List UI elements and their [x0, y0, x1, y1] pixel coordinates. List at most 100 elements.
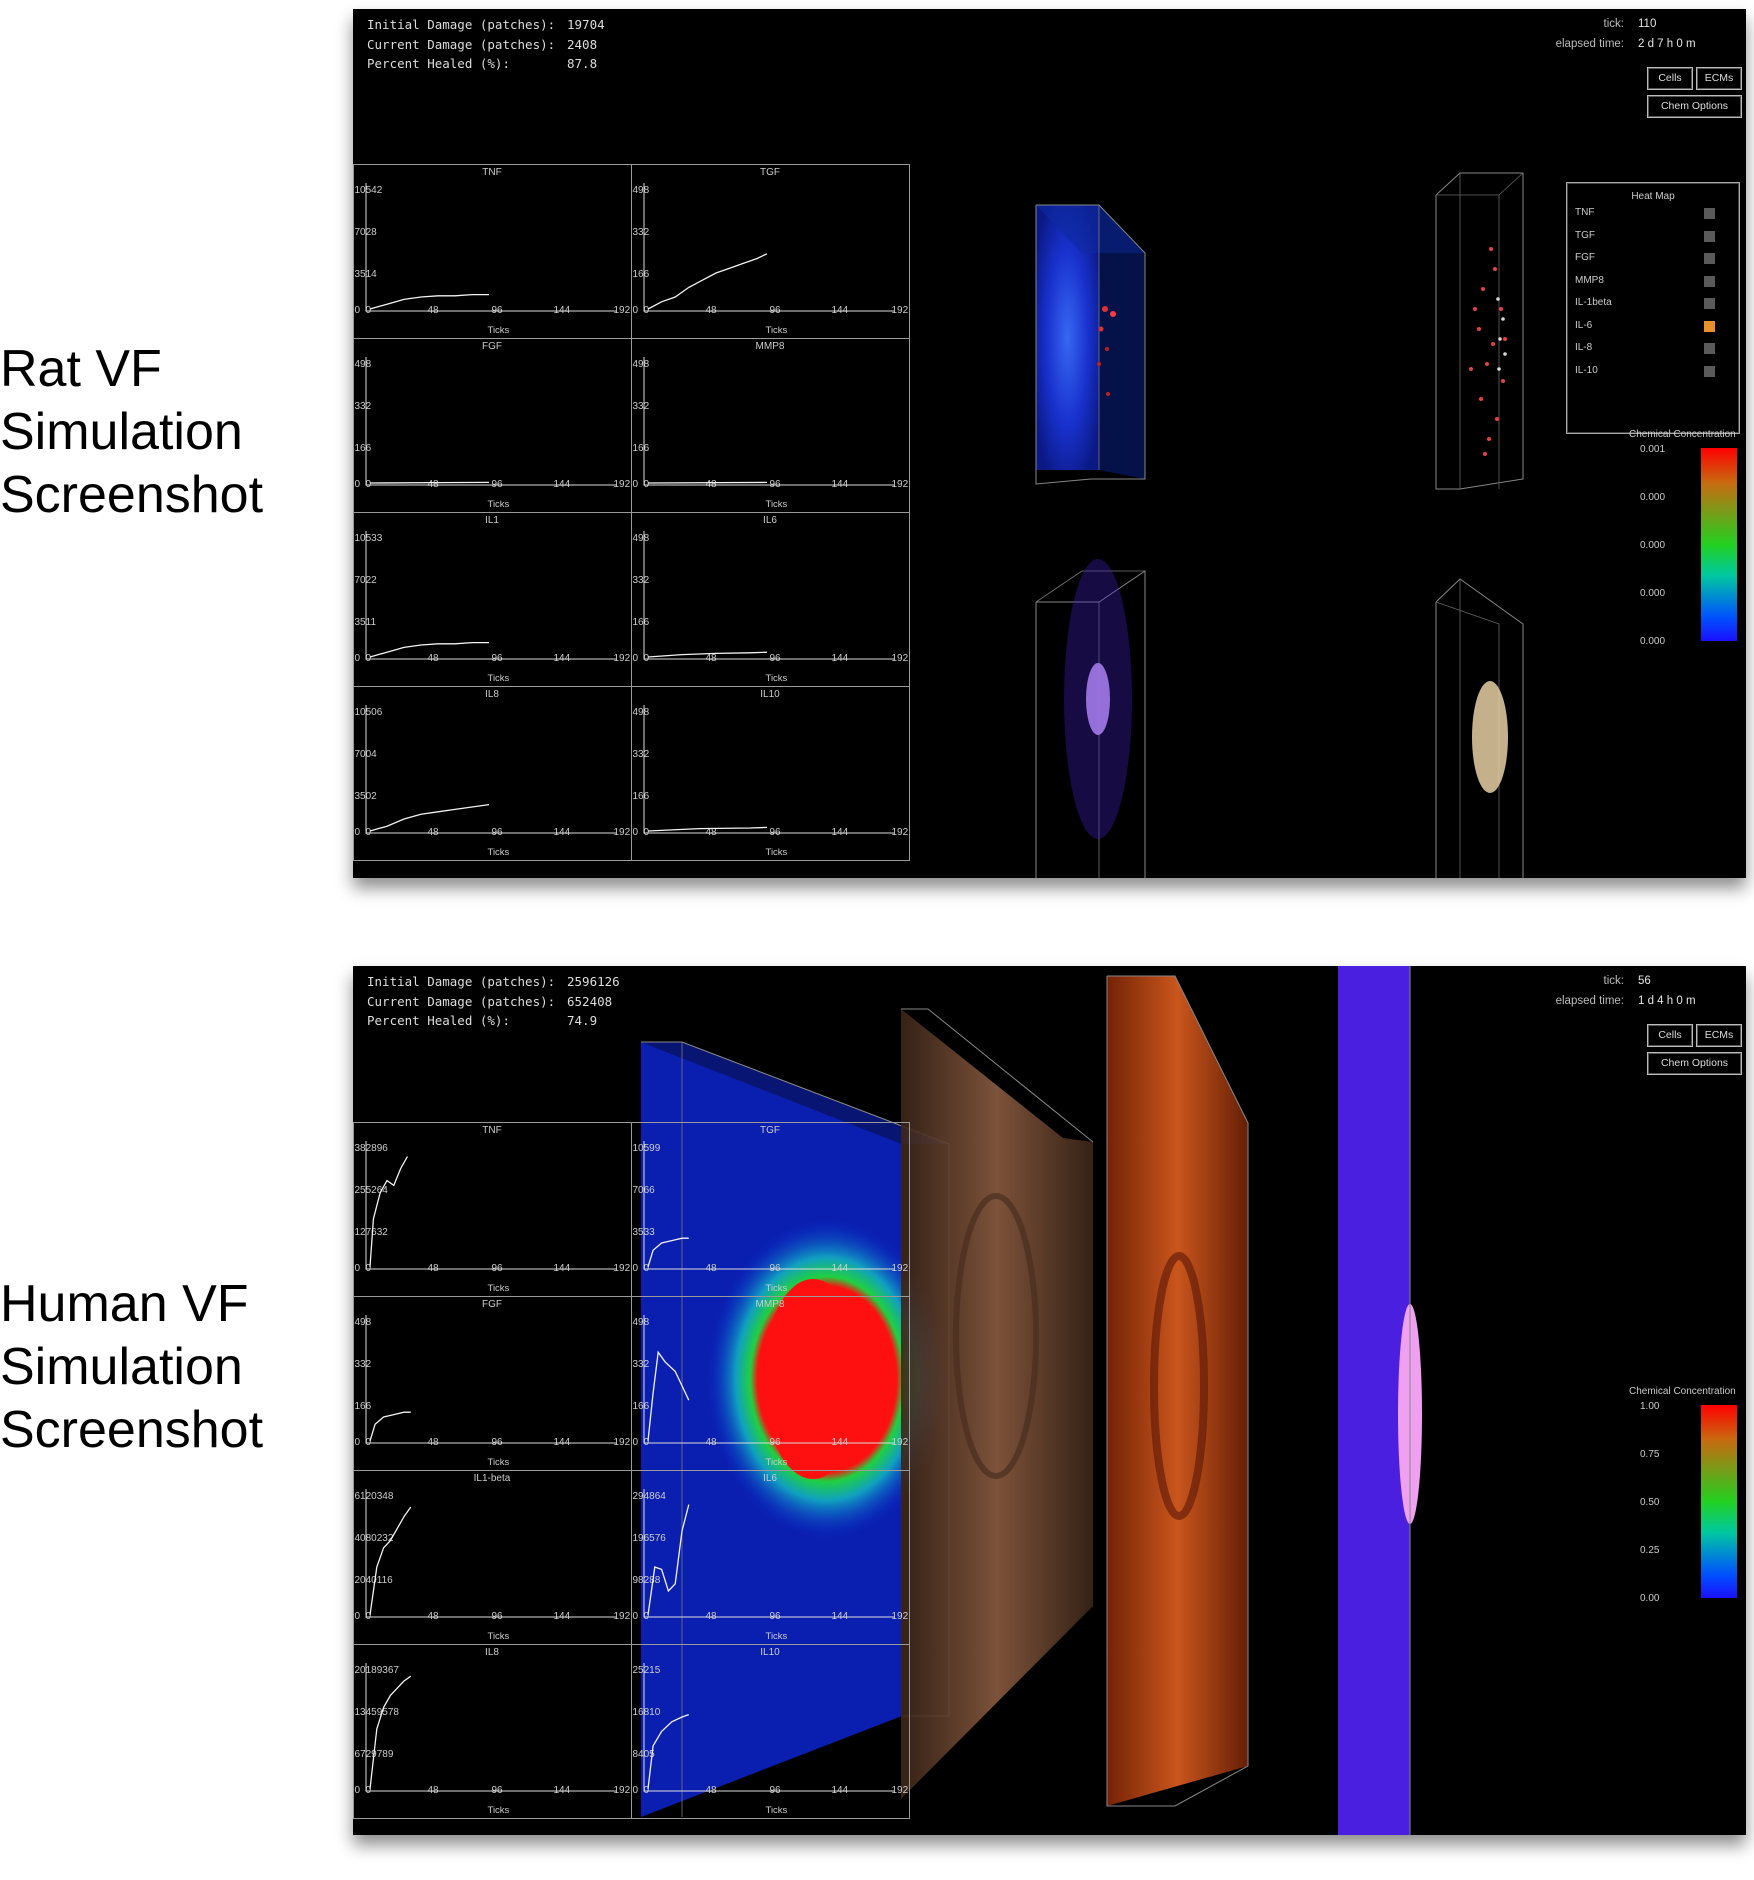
graph-tgf: TGF 498 332 166 0 0 48 96 144 192 Ticks	[630, 163, 910, 339]
x-axis-label: Ticks	[487, 1804, 510, 1816]
graph-il10: IL10 498 332 166 0 0 48 96 144 192 Ticks	[630, 685, 910, 861]
cells-button[interactable]: Cells	[1647, 67, 1693, 90]
y-tick-label: 166	[632, 1400, 650, 1412]
x-tick-label: 192	[891, 304, 909, 316]
cytokine-graphs: TNF 382896 255264 127632 0 0 48 96 144 192 Ticks TG…	[353, 1121, 910, 1819]
y-tick-label: 498	[354, 1316, 372, 1328]
graph-plot	[643, 1488, 894, 1617]
heat-map-checkbox[interactable]	[1704, 208, 1715, 219]
graph-plot	[365, 704, 616, 833]
chem-options-button[interactable]: Chem Options	[1647, 95, 1742, 118]
heat-map-checkbox[interactable]	[1704, 253, 1715, 264]
y-tick-label: 16810	[632, 1706, 661, 1718]
x-axis-label: Ticks	[487, 1630, 510, 1642]
heat-map-item[interactable]: TGF	[1575, 230, 1729, 246]
graph-title: MMP8	[755, 1298, 785, 1310]
caption-line: Human VF	[0, 1275, 249, 1333]
graph-plot	[365, 1140, 616, 1269]
graph-plot	[643, 182, 894, 311]
graph-mmp8: MMP8 498 332 166 0 0 48 96 144 192 Ticks	[630, 1295, 910, 1471]
x-axis-label: Ticks	[487, 672, 510, 684]
concentration-line	[368, 1675, 411, 1789]
y-tick-label: 498	[632, 184, 650, 196]
concentration-line	[646, 1713, 689, 1789]
rat-caption: Rat VF Simulation Screenshot	[0, 338, 263, 527]
x-tick-label: 192	[891, 826, 909, 838]
caption-line: Screenshot	[0, 466, 264, 524]
x-axis-label: Ticks	[487, 1456, 510, 1468]
y-tick-label: 196576	[632, 1532, 666, 1544]
graph-axes	[365, 1662, 616, 1791]
heat-map-checkbox[interactable]	[1704, 343, 1715, 354]
heat-map-checkbox[interactable]	[1704, 230, 1715, 242]
graph-title: TGF	[760, 166, 780, 178]
y-tick-label: 498	[354, 358, 372, 370]
graph-title: TNF	[482, 1124, 502, 1136]
x-axis-label: Ticks	[765, 846, 788, 858]
concentration-line	[647, 252, 767, 310]
colorbar-title: Chemical Concentration	[1629, 429, 1736, 440]
heat-map-item[interactable]: FGF	[1575, 252, 1729, 268]
y-tick-label: 0	[354, 1610, 361, 1622]
graph-mmp8: MMP8 498 332 166 0 0 48 96 144 192 Ticks	[630, 337, 910, 513]
colorbar-value: 0.75	[1640, 1449, 1660, 1460]
graph-plot	[365, 1662, 616, 1791]
ecms-button[interactable]: ECMs	[1696, 1024, 1742, 1047]
graph-axes	[365, 1314, 616, 1443]
heat-map-checkbox[interactable]	[1704, 365, 1715, 377]
heat-map-item[interactable]: TNF	[1575, 207, 1729, 223]
x-tick-label: 192	[891, 1610, 909, 1622]
concentration-line	[647, 826, 767, 832]
heat-map-item-label: IL-10	[1575, 364, 1598, 376]
y-tick-label: 332	[632, 748, 650, 760]
graph-axes	[643, 1314, 894, 1443]
graph-il6: IL6 294864 196576 98288 0 0 48 96 144 192 Ticks	[630, 1469, 910, 1645]
caption-line: Simulation	[0, 1338, 243, 1396]
heat-map-item[interactable]: IL-1beta	[1575, 297, 1729, 313]
graph-plot	[365, 356, 616, 485]
y-tick-label: 10506	[354, 706, 383, 718]
heat-map-item[interactable]: IL-10	[1575, 365, 1729, 381]
graph-title: IL10	[760, 688, 780, 700]
graph-plot	[365, 1488, 616, 1617]
graph-tnf: TNF 382896 255264 127632 0 0 48 96 144 192 Ticks	[353, 1121, 632, 1297]
y-tick-label: 498	[632, 532, 650, 544]
x-axis-label: Ticks	[765, 1282, 788, 1294]
chemical-volume-view	[1035, 204, 1146, 485]
y-tick-label: 166	[632, 442, 650, 454]
graph-axes	[365, 704, 616, 833]
heat-map-item[interactable]: IL-8	[1575, 342, 1729, 358]
graph-title: IL8	[485, 688, 499, 700]
x-axis-label: Ticks	[487, 1282, 510, 1294]
heat-map-item-label: FGF	[1575, 252, 1595, 263]
heat-map-item[interactable]: MMP8	[1575, 275, 1729, 291]
y-tick-label: 166	[632, 790, 650, 802]
heat-map-checkbox[interactable]	[1704, 298, 1715, 309]
tick-info: tick: 56 elapsed time: 1 d 4 h 0 m	[1556, 972, 1724, 1011]
caption-line: Simulation	[0, 403, 243, 461]
concentration-line	[369, 481, 489, 484]
heat-map-item[interactable]: IL-6	[1575, 320, 1729, 336]
heat-map-checkbox[interactable]	[1704, 275, 1715, 287]
y-tick-label: 4080232	[354, 1532, 394, 1544]
purple-cell-view	[1035, 559, 1146, 878]
y-tick-label: 0	[632, 1436, 639, 1448]
y-tick-label: 166	[632, 268, 650, 280]
colorbar	[1701, 448, 1737, 641]
graph-axes	[643, 1662, 894, 1791]
concentration-line	[369, 803, 489, 832]
y-tick-label: 10599	[632, 1142, 661, 1154]
current-damage-label: Current Damage (patches):	[367, 36, 556, 52]
chem-options-button[interactable]: Chem Options	[1647, 1052, 1742, 1075]
tick-value: 56	[1638, 975, 1651, 987]
percent-healed-label: Percent Healed (%):	[367, 1013, 510, 1028]
heat-map-checkbox[interactable]	[1704, 320, 1715, 332]
tick-info: tick: 110 elapsed time: 2 d 7 h 0 m	[1556, 15, 1724, 54]
ecms-button[interactable]: ECMs	[1696, 67, 1742, 90]
colorbar-value: 0.000	[1640, 492, 1666, 503]
graph-plot	[643, 1662, 894, 1791]
graph-axes	[365, 530, 616, 659]
heat-map-item-label: IL-8	[1575, 342, 1593, 353]
cells-button[interactable]: Cells	[1647, 1024, 1693, 1047]
graph-plot	[643, 1314, 894, 1443]
